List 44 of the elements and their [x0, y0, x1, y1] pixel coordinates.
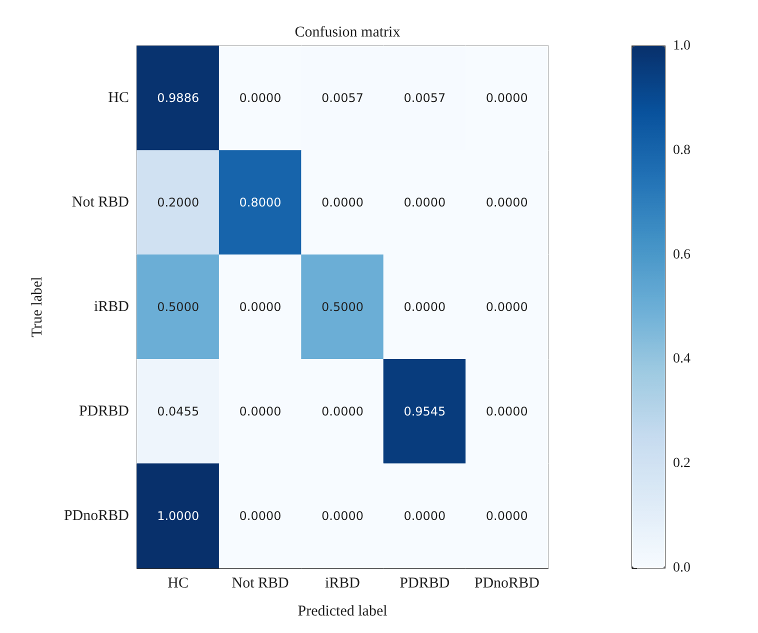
- chart-title: Confusion matrix: [294, 24, 401, 40]
- data-label: 0.9545: [404, 404, 446, 418]
- x-tick-label: PDnoRBD: [474, 576, 540, 592]
- data-label: 0.0000: [486, 508, 528, 523]
- data-label: 0.9886: [157, 91, 200, 106]
- x-axis-title: Predicted label: [298, 604, 388, 620]
- color-bar-label: 1.0: [673, 38, 690, 54]
- data-label: 0.0000: [404, 300, 446, 314]
- data-label: 0.0455: [157, 404, 200, 418]
- data-label: 0.0000: [239, 300, 282, 314]
- data-label: 0.2000: [157, 196, 200, 210]
- color-bar-label: 0.6: [673, 247, 690, 262]
- x-tick-label: HC: [168, 576, 189, 592]
- data-label: 0.8000: [239, 196, 282, 210]
- data-label: 0.0000: [486, 91, 528, 106]
- x-tick-label: Not RBD: [232, 576, 290, 592]
- x-tick-label: PDRBD: [400, 576, 450, 592]
- data-label: 0.0000: [486, 300, 528, 314]
- color-bar-label: 0.2: [673, 456, 690, 472]
- data-label: 0.0000: [322, 508, 364, 523]
- data-label: 0.0000: [239, 508, 282, 523]
- color-bar-label: 0.0: [673, 560, 690, 576]
- data-label: 0.0000: [239, 91, 282, 106]
- data-label: 0.0000: [322, 196, 364, 210]
- y-axis-title: True label: [30, 276, 46, 338]
- y-tick-label: PDnoRBD: [64, 508, 130, 524]
- data-label: 0.5000: [157, 300, 200, 314]
- data-label: 0.0000: [486, 196, 528, 210]
- data-label: 0.0000: [239, 404, 282, 418]
- data-label: 0.0000: [486, 404, 528, 418]
- color-bar-label: 0.4: [673, 352, 690, 367]
- data-label: 1.0000: [157, 508, 200, 523]
- y-tick-label: Not RBD: [72, 194, 130, 211]
- data-label: 0.0057: [404, 91, 446, 106]
- data-label: 0.0000: [404, 196, 446, 210]
- y-tick-label: HC: [108, 90, 129, 106]
- data-label: 0.0057: [322, 91, 364, 106]
- color-bar-label: 0.8: [673, 142, 690, 158]
- data-label: 0.5000: [322, 300, 364, 314]
- y-tick-label: PDRBD: [78, 403, 130, 420]
- y-tick-label: iRBD: [94, 299, 130, 315]
- x-tick-label: iRBD: [324, 576, 360, 592]
- data-label: 0.0000: [404, 508, 446, 523]
- data-label: 0.0000: [322, 404, 364, 418]
